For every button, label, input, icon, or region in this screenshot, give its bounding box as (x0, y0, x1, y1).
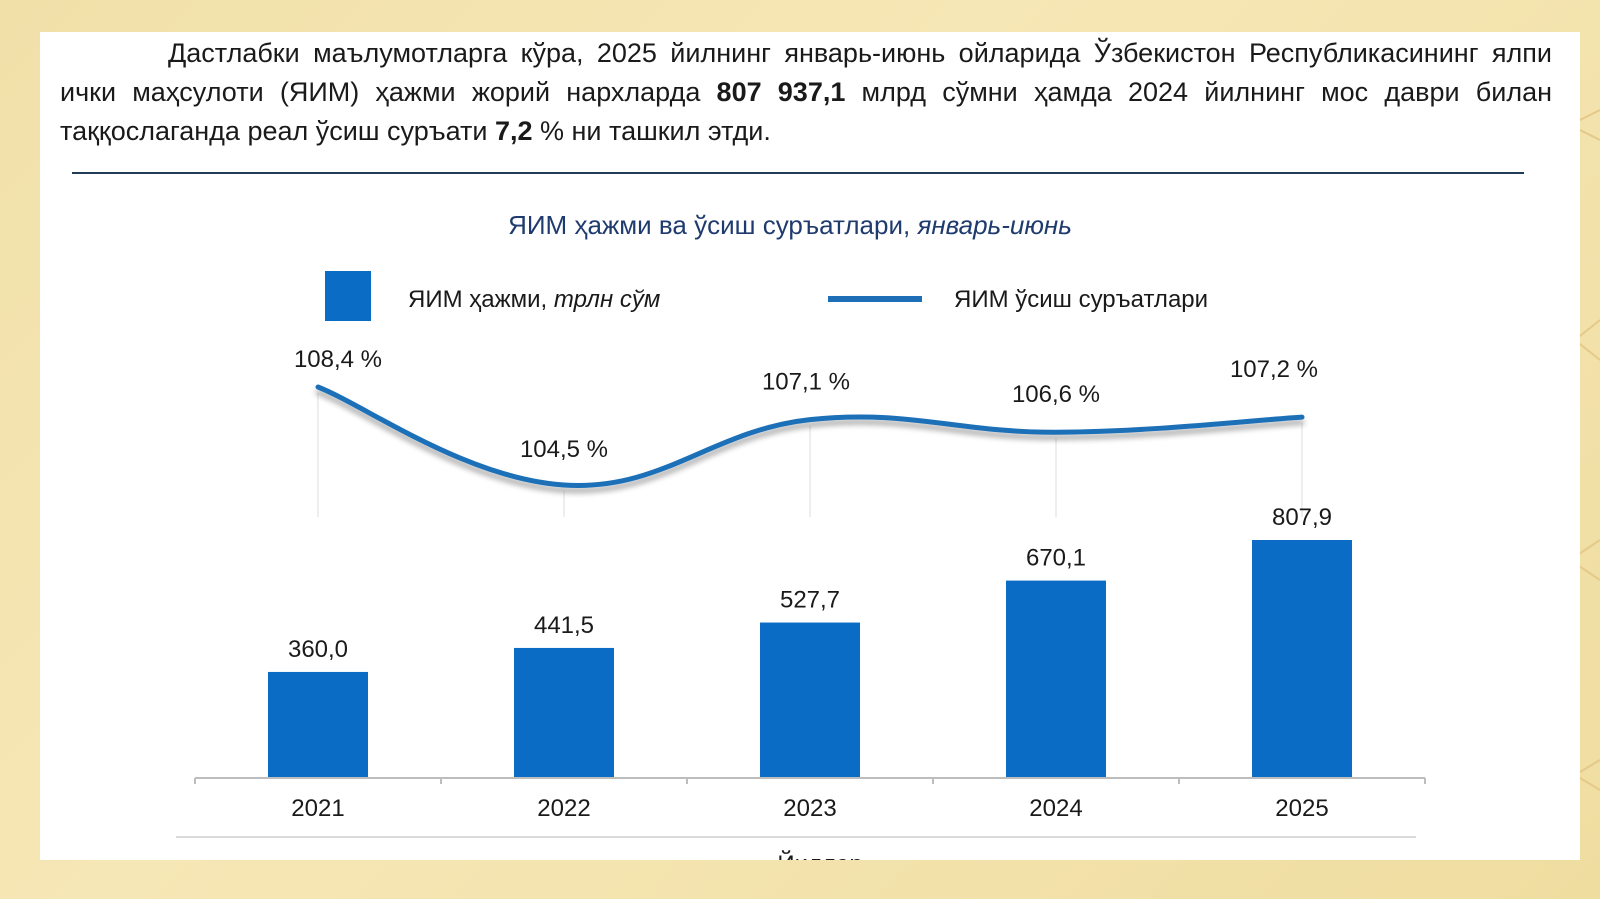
x-tick-label-2022: 2022 (537, 795, 590, 822)
x-tick-label-2023: 2023 (783, 795, 836, 822)
gdp-bar-label-2021: 360,0 (288, 636, 348, 663)
growth-labels: 108,4 % 104,5 % 107,1 % 106,6 % 107,2 % (294, 346, 1318, 463)
gdp-bar-label-2022: 441,5 (534, 612, 594, 639)
intro-text-2: млрд сўмни ҳамда 2024 йилнинг мос даври … (60, 77, 1553, 146)
intro-gdp-value: 807 937,1 (716, 77, 846, 107)
x-tick-label-2024: 2024 (1029, 795, 1082, 822)
legend: ЯИМ ҳажми, трлн сўм ЯИМ ўсиш суръатлари (325, 271, 1208, 321)
chart-title: ЯИМ ҳажми ва ўсиш суръатлари, январь-июн… (508, 210, 1072, 240)
gdp-bar-2024 (1006, 580, 1106, 778)
x-axis-title: Йиллар (777, 850, 862, 860)
growth-label-2024: 106,6 % (1012, 381, 1100, 408)
x-axis (194, 777, 1426, 784)
x-tick-labels: 2021 2022 2023 2024 2025 (291, 795, 1328, 822)
gdp-bar-2025 (1252, 540, 1352, 778)
legend-line-label: ЯИМ ўсиш суръатлари (954, 286, 1208, 313)
growth-line (315, 384, 1305, 488)
intro-growth-value: 7,2 (494, 116, 533, 146)
growth-label-2025: 107,2 % (1230, 356, 1318, 383)
growth-guides (317, 393, 1303, 517)
gdp-bar-label-2024: 670,1 (1026, 545, 1086, 572)
gdp-chart: ЯИМ ҳажми ва ўсиш суръатлари, январь-июн… (176, 210, 1426, 860)
slide-content: Дастлабки маълумотларга кўра, 2025 йилни… (40, 32, 1580, 860)
gdp-bar-label-2023: 527,7 (780, 587, 840, 614)
x-tick-label-2021: 2021 (291, 795, 344, 822)
section-divider (72, 172, 1524, 174)
gdp-bar-2023 (760, 622, 860, 778)
growth-label-2021: 108,4 % (294, 346, 382, 373)
gdp-bar-label-2025: 807,9 (1272, 504, 1332, 531)
gdp-bar-2021 (268, 671, 368, 778)
gdp-bars (268, 540, 1352, 778)
growth-label-2023: 107,1 % (762, 369, 850, 396)
gdp-bar-labels: 360,0 441,5 527,7 670,1 807,9 (288, 504, 1332, 663)
legend-bar-label: ЯИМ ҳажми, трлн сўм (408, 286, 660, 313)
intro-text-3: % ни ташкил этди. (532, 116, 771, 146)
intro-paragraph: Дастлабки маълумотларга кўра, 2025 йилни… (60, 34, 1552, 151)
growth-label-2022: 104,5 % (520, 436, 608, 463)
gdp-bar-2022 (514, 647, 614, 778)
x-tick-label-2025: 2025 (1275, 795, 1328, 822)
legend-bar-swatch (325, 271, 371, 321)
intro-text-1: Дастлабки маълумотларга кўра, 2025 йилни… (60, 38, 1552, 107)
